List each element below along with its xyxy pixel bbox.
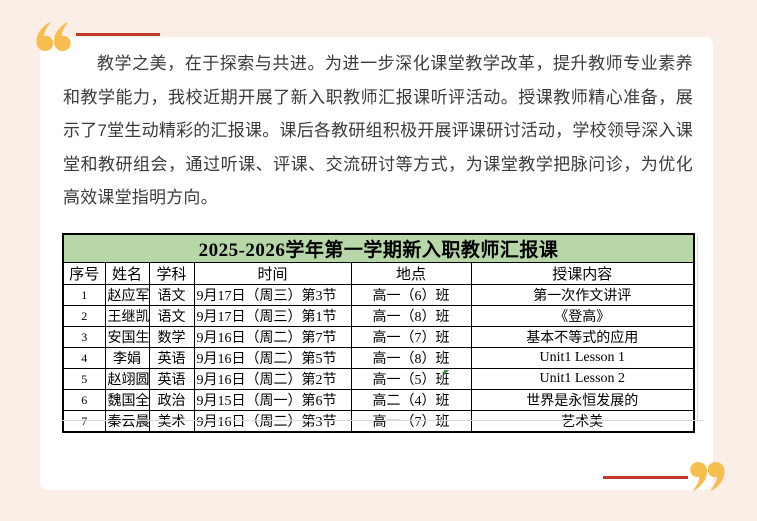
table-title-row: 2025-2026学年第一学期新入职教师汇报课 xyxy=(62,233,695,263)
table-cell: 高一（7）班 xyxy=(350,410,472,433)
table-cell: 5 xyxy=(62,368,106,390)
table-cell: 3 xyxy=(62,326,106,348)
report-table-wrap: 2025-2026学年第一学期新入职教师汇报课 序号 姓名 学科 时间 地点 授课内容 1… xyxy=(62,233,696,433)
table-cell: 高一（7）班 xyxy=(350,326,472,348)
top-accent-line xyxy=(76,33,160,36)
table-cell: 艺术美 xyxy=(470,410,695,433)
table-cell: 世界是永恒发展的 xyxy=(470,389,695,411)
excel-gridline-vertical xyxy=(697,235,698,420)
table-cell: 秦云晨 xyxy=(104,410,150,433)
column-header: 学科 xyxy=(148,262,195,285)
table-cell: 语文 xyxy=(148,284,195,306)
intro-paragraph: 教学之美，在于探索与共进。为进一步深化课堂教学改革，提升教师专业素养和教学能力，… xyxy=(63,54,693,207)
table-cell: 基本不等式的应用 xyxy=(470,326,695,348)
table-cell: 英语 xyxy=(148,347,195,369)
table-cell: 7 xyxy=(62,410,106,433)
table-title: 2025-2026学年第一学期新入职教师汇报课 xyxy=(62,233,695,263)
table-cell: 4 xyxy=(62,347,106,369)
table-cell: 9月16日（周二）第7节 xyxy=(193,326,352,348)
table-cell: 高一（8）班 xyxy=(350,347,472,369)
column-header: 序号 xyxy=(62,262,106,285)
column-header: 时间 xyxy=(193,262,352,285)
table-cell: 英语 xyxy=(148,368,195,390)
open-quote-icon xyxy=(36,22,71,51)
table-cell: 《登高》 xyxy=(470,305,695,327)
column-header: 授课内容 xyxy=(470,262,695,285)
table-cell: 政治 xyxy=(148,389,195,411)
table-cell: 赵应军 xyxy=(104,284,150,306)
table-cell: 高一（6）班 xyxy=(350,284,472,306)
close-quote-icon xyxy=(690,462,725,491)
table-cell: 高一（5）班 xyxy=(350,368,472,390)
table-row: 6 魏国全 政治 9月15日（周一）第6节 高二（4）班 世界是永恒发展的 xyxy=(62,389,695,411)
table-cell: 语文 xyxy=(148,305,195,327)
table-cell: 第一次作文讲评 xyxy=(470,284,695,306)
column-header: 姓名 xyxy=(104,262,150,285)
table-cell: 美术 xyxy=(148,410,195,433)
table-cell: 2 xyxy=(62,305,106,327)
table-row: 1 赵应军 语文 9月17日（周三）第3节 高一（6）班 第一次作文讲评 xyxy=(62,284,695,306)
table-cell: 李娟 xyxy=(104,347,150,369)
report-table: 2025-2026学年第一学期新入职教师汇报课 序号 姓名 学科 时间 地点 授课内容 1… xyxy=(62,233,696,433)
table-cell: 安国生 xyxy=(104,326,150,348)
table-cell: Unit1 Lesson 1 xyxy=(470,347,695,369)
excel-gridline-horizontal xyxy=(62,420,703,421)
cell-flag-marker xyxy=(444,370,449,375)
bottom-accent-line xyxy=(603,476,688,479)
column-header: 地点 xyxy=(350,262,472,285)
table-cell: 高二（4）班 xyxy=(350,389,472,411)
table-row: 2 王继凯 语文 9月17日（周三）第1节 高一（8）班 《登高》 xyxy=(62,305,695,327)
table-body: 1 赵应军 语文 9月17日（周三）第3节 高一（6）班 第一次作文讲评 2 王继凯 语文 9月1… xyxy=(62,284,695,433)
table-cell: 6 xyxy=(62,389,106,411)
table-cell: 9月17日（周三）第3节 xyxy=(193,284,352,306)
table-cell: 9月15日（周一）第6节 xyxy=(193,389,352,411)
table-cell: 9月16日（周二）第2节 xyxy=(193,368,352,390)
table-row: 5 赵翊圆 英语 9月16日（周二）第2节 高一（5）班 Unit1 Lesson 2 xyxy=(62,368,695,390)
table-row: 3 安国生 数学 9月16日（周二）第7节 高一（7）班 基本不等式的应用 xyxy=(62,326,695,348)
table-cell: 赵翊圆 xyxy=(104,368,150,390)
table-header-row: 序号 姓名 学科 时间 地点 授课内容 xyxy=(62,262,695,285)
table-cell: 魏国全 xyxy=(104,389,150,411)
table-cell: 9月16日（周二）第5节 xyxy=(193,347,352,369)
table-row: 4 李娟 英语 9月16日（周二）第5节 高一（8）班 Unit1 Lesson 1 xyxy=(62,347,695,369)
table-cell: 数学 xyxy=(148,326,195,348)
table-cell: 1 xyxy=(62,284,106,306)
table-cell: 王继凯 xyxy=(104,305,150,327)
table-cell: Unit1 Lesson 2 xyxy=(470,368,695,390)
table-cell: 高一（8）班 xyxy=(350,305,472,327)
table-cell: 9月17日（周三）第1节 xyxy=(193,305,352,327)
table-cell: 9月16日（周二）第3节 xyxy=(193,410,352,433)
